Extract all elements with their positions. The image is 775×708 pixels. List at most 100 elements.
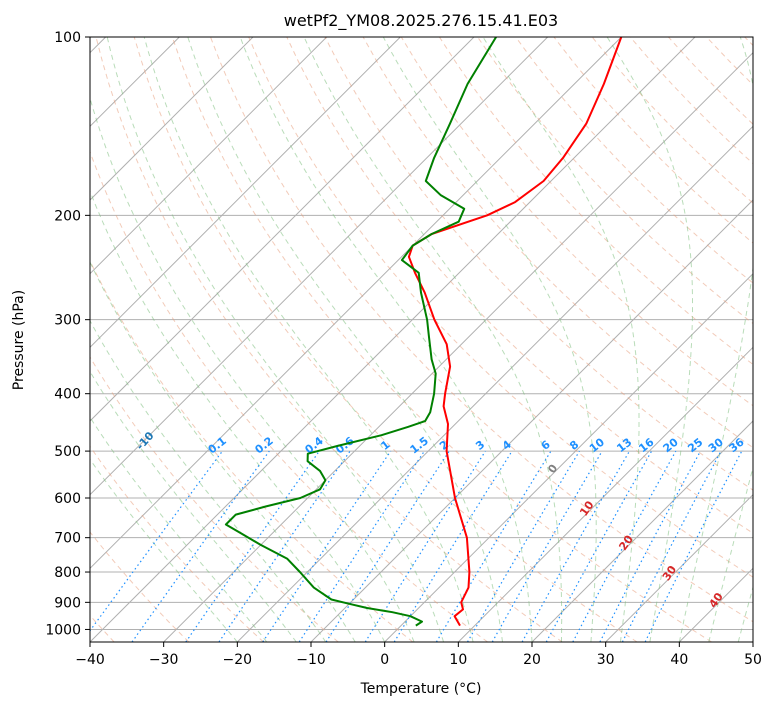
mixing-ratio-line <box>644 450 743 642</box>
y-tick-label: 300 <box>54 313 81 329</box>
dry-adiabat <box>210 37 753 623</box>
moist-adiabat <box>606 37 693 642</box>
mixing-ratio-line <box>466 450 580 642</box>
y-tick-label: 600 <box>54 491 81 507</box>
mixing-ratio-line <box>131 450 270 642</box>
moist-adiabat <box>303 37 563 642</box>
x-tick-label: −30 <box>149 652 179 668</box>
isotherm-gridline <box>531 420 753 642</box>
mixing-ratio-label: 25 <box>685 436 705 456</box>
y-tick-label: 700 <box>54 531 81 547</box>
moist-adiabat-label: 0 <box>545 462 560 476</box>
mixing-ratio-label: 3 <box>473 438 487 453</box>
mixing-ratio-line <box>262 450 392 642</box>
mixing-ratio-label: 10 <box>587 435 607 455</box>
mixing-ratio-label: 16 <box>636 435 656 455</box>
mixing-ratio-line <box>325 450 450 642</box>
x-tick-label: 50 <box>744 652 762 668</box>
moist-adiabat <box>143 37 474 642</box>
dry-adiabat <box>90 531 190 642</box>
isotherm-gridline <box>236 125 753 642</box>
dry-adiabat <box>286 37 753 534</box>
moist-adiabat <box>482 37 640 642</box>
mixing-ratio-label: 1.5 <box>408 434 431 456</box>
mixing-ratio-line <box>521 450 631 642</box>
y-tick-label: 400 <box>54 387 81 403</box>
dry-adiabat <box>133 37 638 642</box>
isotherm-gridline <box>90 37 328 275</box>
dry-adiabat-label: -10 <box>134 429 157 453</box>
mixing-ratio-line <box>599 450 702 642</box>
dry-adiabat <box>706 37 753 86</box>
mixing-ratio-label: 36 <box>727 435 747 455</box>
moist-adiabat <box>678 37 753 642</box>
y-tick-label: 1000 <box>45 622 81 638</box>
mixing-ratio-line <box>90 450 223 632</box>
isotherm-gridline <box>457 346 753 642</box>
moist-adiabat <box>90 458 238 642</box>
x-tick-label: 0 <box>380 652 389 668</box>
mixing-ratio-label: 0.2 <box>252 434 275 456</box>
y-axis: 1000 900 800 700 600 500 400 300 200 100 <box>45 30 90 638</box>
dry-adiabat <box>248 37 753 578</box>
dry-adiabat <box>95 37 563 642</box>
dry-adiabat <box>515 37 753 284</box>
dry-adiabat <box>438 37 753 366</box>
dry-adiabat <box>90 150 488 642</box>
moist-adiabat <box>187 37 503 642</box>
x-tick-label: 20 <box>523 652 541 668</box>
isotherm-gridline <box>163 51 753 642</box>
isotherm-gridline <box>90 37 254 201</box>
chart-title: wetPf2_YM08.2025.276.15.41.E03 <box>284 11 558 31</box>
dry-adiabat <box>90 259 414 642</box>
moist-adiabat <box>106 37 445 642</box>
y-tick-label: 500 <box>54 444 81 460</box>
dry-adiabat <box>744 37 753 47</box>
isotherm-gridline <box>90 37 549 496</box>
moist-adiabat <box>90 370 297 642</box>
mixing-ratio-line <box>364 450 486 642</box>
moist-adiabat-label: 10 <box>577 498 597 518</box>
x-axis-label: Temperature (°C) <box>360 681 482 697</box>
x-tick-label: −40 <box>75 652 105 668</box>
dry-adiabat <box>90 356 339 642</box>
moist-adiabat <box>737 585 753 642</box>
dewpoint-profile-line <box>224 37 497 627</box>
isotherm-gridline <box>90 37 622 570</box>
plot-frame <box>89 36 754 643</box>
mixing-ratio-line <box>572 450 677 642</box>
isotherm-gridline <box>384 272 753 642</box>
moist-adiabat <box>239 37 533 642</box>
moist-adiabat <box>382 37 597 642</box>
dry-adiabat <box>90 445 264 642</box>
y-tick-label: 200 <box>54 208 81 224</box>
moist-adiabat-label: 30 <box>660 563 680 583</box>
mixing-ratio-line <box>218 450 351 642</box>
moist-adiabat-label: 40 <box>706 590 726 610</box>
x-tick-label: −10 <box>296 652 326 668</box>
mixing-ratio-label: 6 <box>539 438 553 453</box>
y-tick-label: 800 <box>54 565 81 581</box>
isotherm-gridline <box>90 37 401 349</box>
moist-adiabat <box>90 96 415 642</box>
mixing-ratio-line <box>393 450 513 642</box>
x-tick-label: 40 <box>670 652 688 668</box>
x-tick-label: 10 <box>449 652 467 668</box>
x-axis: −40 −30 −20 −10 0 10 20 30 40 50 <box>75 642 762 668</box>
mixing-ratio-line <box>298 450 425 642</box>
isotherm-gridline <box>605 493 753 642</box>
mixing-ratio-label: 0.1 <box>206 434 229 456</box>
isotherm-gridline <box>90 37 475 422</box>
y-tick-label: 900 <box>54 595 81 611</box>
x-tick-label: −20 <box>223 652 253 668</box>
dry-adiabat <box>171 37 712 642</box>
moist-adiabat-label: 20 <box>616 533 636 553</box>
moist-adiabat <box>90 416 268 642</box>
isotherm-gridline <box>90 37 696 642</box>
dry-adiabat <box>668 37 753 125</box>
mixing-ratio-line <box>185 450 320 642</box>
mixing-ratio-label: 8 <box>567 438 581 453</box>
temperature-profile-line <box>407 37 623 627</box>
dry-adiabat <box>400 37 753 407</box>
